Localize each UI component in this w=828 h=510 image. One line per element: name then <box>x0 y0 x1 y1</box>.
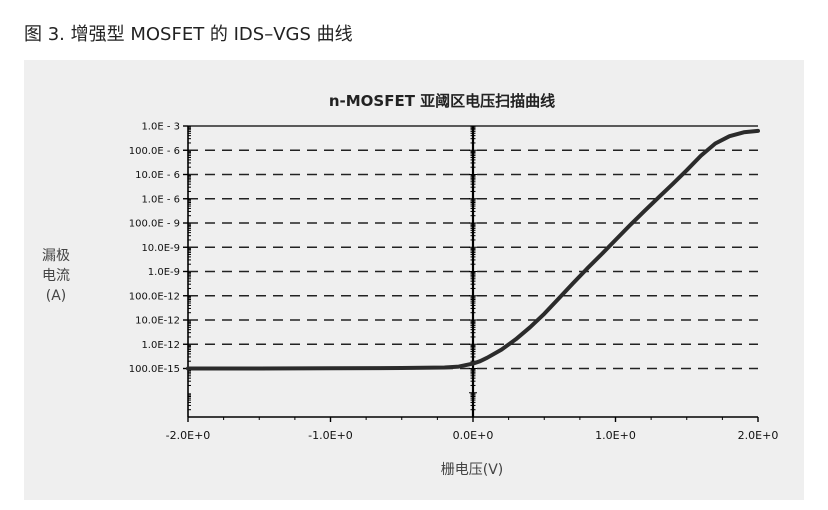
axes <box>183 125 759 422</box>
y-axis-label: 漏极 电流 (A) <box>42 248 70 304</box>
series-curve <box>186 128 760 371</box>
y-axis-label-line-1: 漏极 <box>42 248 70 264</box>
y-tick-label: 10.0E - 6 <box>135 170 180 181</box>
x-tick-label: 1.0E+0 <box>595 429 636 442</box>
x-tick-label: 0.0E+0 <box>453 429 494 442</box>
y-tick-label: 1.0E - 3 <box>141 122 180 133</box>
y-tick-label: 1.0E-12 <box>141 340 180 351</box>
y-tick-label: 100.0E-15 <box>129 364 180 375</box>
x-tick-label: 2.0E+0 <box>738 429 779 442</box>
x-tick-label: -2.0E+0 <box>166 429 211 442</box>
y-tick-label: 10.0E-12 <box>135 316 180 327</box>
chart: n-MOSFET 亚阈区电压扫描曲线 1.0E - 3 100.0E - 6 10.… <box>42 92 779 478</box>
x-axis-label: 栅电压(V) <box>441 462 504 478</box>
y-tick-label: 1.0E-9 <box>148 267 180 278</box>
y-tick-label: 100.0E - 6 <box>129 146 180 157</box>
y-tick-label: 100.0E - 9 <box>129 219 180 230</box>
x-tick-labels: -2.0E+0 -1.0E+0 0.0E+0 1.0E+0 2.0E+0 <box>166 429 779 442</box>
chart-title: n-MOSFET 亚阈区电压扫描曲线 <box>329 92 555 110</box>
y-tick-labels: 1.0E - 3 100.0E - 6 10.0E - 6 1.0E - 6 100.0… <box>129 122 180 376</box>
y-tick-label: 100.0E-12 <box>129 291 180 302</box>
y-tick-label: 10.0E-9 <box>141 243 180 254</box>
figure-panel: n-MOSFET 亚阈区电压扫描曲线 1.0E - 3 100.0E - 6 10.… <box>24 60 804 500</box>
y-axis-label-line-3: (A) <box>46 288 67 304</box>
x-tick-label: -1.0E+0 <box>308 429 353 442</box>
figure-caption: 图 3. 增强型 MOSFET 的 IDS–VGS 曲线 <box>24 24 353 45</box>
y-axis-label-line-2: 电流 <box>42 268 70 284</box>
y-tick-label: 1.0E - 6 <box>141 194 180 205</box>
